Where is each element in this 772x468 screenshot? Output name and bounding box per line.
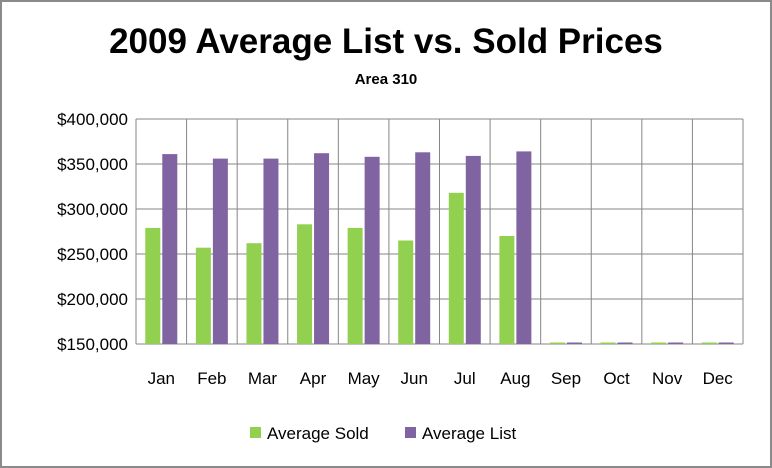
bar-average-sold-jul	[448, 192, 464, 344]
y-tick-label: $400,000	[57, 110, 128, 129]
bar-group	[145, 151, 734, 344]
bar-average-sold-may	[347, 227, 363, 344]
x-tick-label: Jul	[454, 369, 476, 388]
x-tick-label: Jun	[400, 369, 427, 388]
bar-average-sold-aug	[499, 236, 515, 344]
bar-average-list-sep	[566, 342, 582, 344]
bar-average-list-mar	[263, 158, 279, 344]
bar-average-sold-sep	[549, 342, 565, 344]
bar-average-sold-nov	[651, 342, 667, 344]
bar-average-sold-jun	[398, 240, 414, 344]
legend-swatch-average-sold	[250, 427, 261, 438]
x-tick-label: Dec	[703, 369, 734, 388]
y-tick-label: $250,000	[57, 245, 128, 264]
bar-average-sold-apr	[297, 224, 313, 344]
bar-average-sold-dec	[701, 342, 717, 344]
bar-average-list-jul	[465, 155, 481, 344]
bar-average-sold-jan	[145, 227, 161, 344]
bar-average-sold-feb	[195, 247, 211, 344]
bar-average-list-may	[364, 156, 380, 344]
bar-average-list-nov	[668, 342, 684, 344]
bar-average-list-apr	[314, 153, 330, 344]
chart-title: 2009 Average List vs. Sold Prices	[109, 22, 663, 61]
x-tick-label: Feb	[197, 369, 226, 388]
bar-average-sold-oct	[600, 342, 616, 344]
legend-label: Average Sold	[267, 424, 369, 443]
x-tick-label: Jan	[148, 369, 175, 388]
y-tick-label: $300,000	[57, 200, 128, 219]
x-tick-label: Oct	[603, 369, 630, 388]
chart-subtitle: Area 310	[354, 71, 418, 88]
bar-average-list-feb	[212, 158, 228, 344]
x-tick-label: May	[348, 369, 381, 388]
bar-average-list-oct	[617, 342, 633, 344]
bar-average-list-aug	[516, 151, 532, 344]
bar-average-list-jan	[162, 154, 178, 344]
bar-average-sold-mar	[246, 243, 262, 344]
x-axis-ticks: Jan Feb Mar Apr May Jun Jul Aug Sep Oct Nov Dec	[148, 369, 734, 388]
legend-swatch-average-list	[405, 427, 416, 438]
x-tick-label: Nov	[652, 369, 683, 388]
grid-lines	[135, 118, 744, 345]
bar-average-list-jun	[415, 152, 431, 344]
x-tick-label: Aug	[500, 369, 530, 388]
x-tick-label: Sep	[551, 369, 581, 388]
x-tick-label: Apr	[300, 369, 327, 388]
x-tick-label: Mar	[248, 369, 278, 388]
y-tick-label: $150,000	[57, 335, 128, 354]
bar-average-list-dec	[718, 342, 734, 344]
y-tick-label: $200,000	[57, 290, 128, 309]
legend: Average Sold Average List	[250, 424, 516, 443]
y-tick-label: $350,000	[57, 155, 128, 174]
legend-label: Average List	[422, 424, 516, 443]
y-axis-ticks: $150,000 $200,000 $250,000 $300,000 $350,000…	[57, 110, 128, 354]
